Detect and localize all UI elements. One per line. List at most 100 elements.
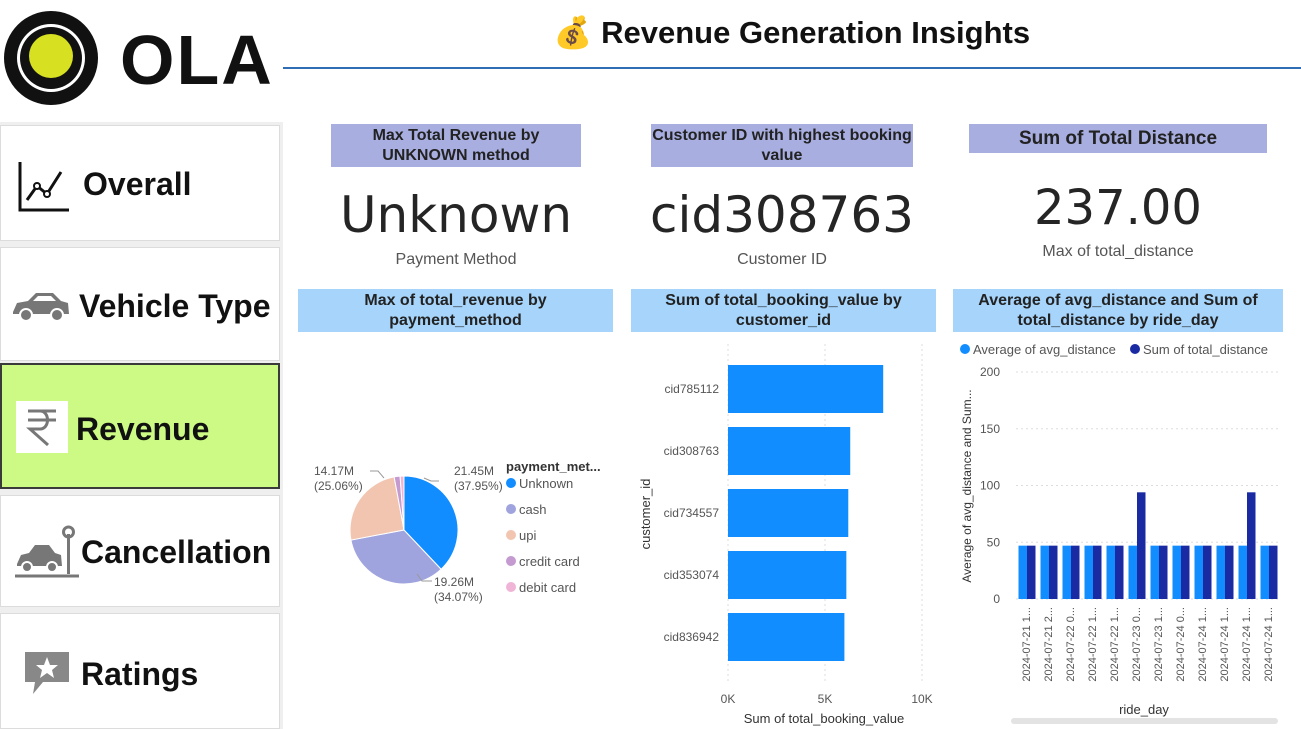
column-bar	[1115, 546, 1124, 599]
distance-chart-title: Average of avg_distance and Sum of total…	[953, 289, 1283, 332]
legend-swatch	[1130, 344, 1140, 354]
legend-swatch	[506, 504, 516, 514]
card-title: Max Total Revenue by UNKNOWN method	[331, 124, 581, 167]
ola-logo-graphic: OLA	[0, 0, 283, 122]
sidebar-item-vehicle-type[interactable]: Vehicle Type	[0, 247, 280, 361]
parked-car-icon	[15, 524, 81, 580]
y-tick-label: 150	[980, 422, 1000, 436]
line-chart-icon	[17, 160, 71, 214]
column-bar	[1247, 492, 1256, 599]
pie-legend-label: credit card	[519, 554, 580, 569]
pie-chart-title: Max of total_revenue by payment_method	[298, 289, 613, 332]
sidebar: OLA Overall Vehicle Type	[0, 0, 283, 729]
car-icon	[11, 290, 71, 324]
bar	[728, 613, 844, 661]
legend-swatch	[506, 582, 516, 592]
horizontal-scrollbar[interactable]	[1011, 718, 1278, 724]
page-header: 💰 Revenue Generation Insights	[283, 0, 1301, 70]
sidebar-item-cancellation[interactable]: Cancellation	[0, 495, 280, 607]
column-bar	[1239, 546, 1248, 599]
column-bar	[1173, 546, 1182, 599]
distance-column-chart: Average of avg_distance Sum of total_dist…	[954, 339, 1300, 729]
pie-data-label: 21.45M	[454, 464, 494, 478]
column-bar	[1203, 546, 1212, 599]
x-tick-label: 0K	[721, 692, 736, 706]
y-tick-label: 50	[987, 535, 1001, 549]
legend-swatch	[960, 344, 970, 354]
x-tick-label: 2024-07-23 0...	[1131, 607, 1143, 682]
x-tick-label: 5K	[818, 692, 833, 706]
pie-legend-label: cash	[519, 502, 546, 517]
legend-swatch	[506, 556, 516, 566]
column-bar	[1195, 546, 1204, 599]
column-bar	[1137, 492, 1146, 599]
legend-swatch	[506, 530, 516, 540]
x-tick-label: 10K	[911, 692, 932, 706]
card-subtitle: Payment Method	[296, 251, 616, 269]
pie-data-label: 19.26M	[434, 575, 474, 589]
y-tick-label: 0	[993, 592, 1000, 606]
y-tick-label: cid353074	[664, 568, 720, 582]
x-tick-label: 2024-07-22 1...	[1087, 607, 1099, 682]
sidebar-item-label: Ratings	[81, 656, 198, 693]
rupee-icon	[16, 401, 68, 453]
pie-legend-label: Unknown	[519, 476, 573, 491]
x-axis-title: Sum of total_booking_value	[744, 711, 904, 726]
x-tick-label: 2024-07-24 1...	[1241, 607, 1253, 682]
column-bar	[1063, 546, 1072, 599]
sidebar-item-label: Overall	[83, 166, 192, 203]
card-value: cid308763	[622, 186, 942, 244]
column-bar	[1107, 546, 1116, 599]
column-legend-label: Average of avg_distance	[973, 342, 1116, 357]
column-bar	[1027, 546, 1036, 599]
card-subtitle: Customer ID	[622, 251, 942, 269]
bar	[728, 365, 883, 413]
column-bar	[1261, 546, 1270, 599]
y-tick-label: cid308763	[664, 444, 720, 458]
sidebar-item-label: Vehicle Type	[79, 288, 271, 325]
legend-swatch	[506, 478, 516, 488]
y-axis-title: Average of avg_distance and Sum...	[960, 389, 974, 582]
column-bar	[1181, 546, 1190, 599]
pie-data-label-pct: (25.06%)	[314, 479, 363, 493]
column-bar	[1085, 546, 1094, 599]
x-tick-label: 2024-07-22 0...	[1065, 607, 1077, 682]
y-tick-label: cid836942	[664, 630, 720, 644]
pie-data-label-pct: (37.95%)	[454, 479, 503, 493]
pie-leader-line	[370, 471, 384, 478]
sidebar-item-overall[interactable]: Overall	[0, 125, 280, 241]
card-subtitle: Max of total_distance	[958, 243, 1278, 261]
sidebar-item-revenue[interactable]: Revenue	[0, 363, 280, 489]
card-title: Customer ID with highest booking value	[651, 124, 913, 167]
pie-legend-label: debit card	[519, 580, 576, 595]
header-divider	[283, 67, 1301, 69]
y-tick-label: cid785112	[665, 382, 720, 396]
pie-legend-title: payment_met...	[506, 459, 601, 474]
sidebar-item-label: Revenue	[76, 411, 209, 448]
sidebar-item-ratings[interactable]: Ratings	[0, 613, 280, 729]
card-title: Sum of Total Distance	[969, 124, 1267, 153]
y-tick-label: 100	[980, 479, 1000, 493]
column-bar	[1129, 546, 1138, 599]
x-tick-label: 2024-07-24 0...	[1175, 607, 1187, 682]
x-axis-title: ride_day	[1119, 702, 1169, 717]
column-bar	[1217, 546, 1226, 599]
y-axis-title: customer_id	[638, 479, 653, 550]
x-tick-label: 2024-07-24 1...	[1197, 607, 1209, 682]
page-title: 💰 Revenue Generation Insights	[283, 14, 1301, 51]
card-value: 237.00	[958, 180, 1278, 236]
y-tick-label: 200	[980, 365, 1000, 379]
column-bar	[1159, 546, 1168, 599]
card-value: Unknown	[296, 186, 616, 244]
bar	[728, 489, 848, 537]
booking-chart-title: Sum of total_booking_value by customer_i…	[631, 289, 936, 332]
y-tick-label: cid734557	[664, 506, 720, 520]
sidebar-item-label: Cancellation	[81, 534, 271, 571]
booking-value-bar-chart: cid785112 cid308763 cid734557 cid353074 cid8…	[628, 339, 938, 729]
payment-method-pie-chart: 21.45M(37.95%) 19.26M(34.07%) 14.17M(25.06…	[296, 340, 616, 670]
x-tick-label: 2024-07-21 2...	[1043, 607, 1055, 682]
bar	[728, 427, 850, 475]
x-tick-label: 2024-07-24 1...	[1219, 607, 1231, 682]
x-tick-label: 2024-07-21 1...	[1021, 607, 1033, 682]
